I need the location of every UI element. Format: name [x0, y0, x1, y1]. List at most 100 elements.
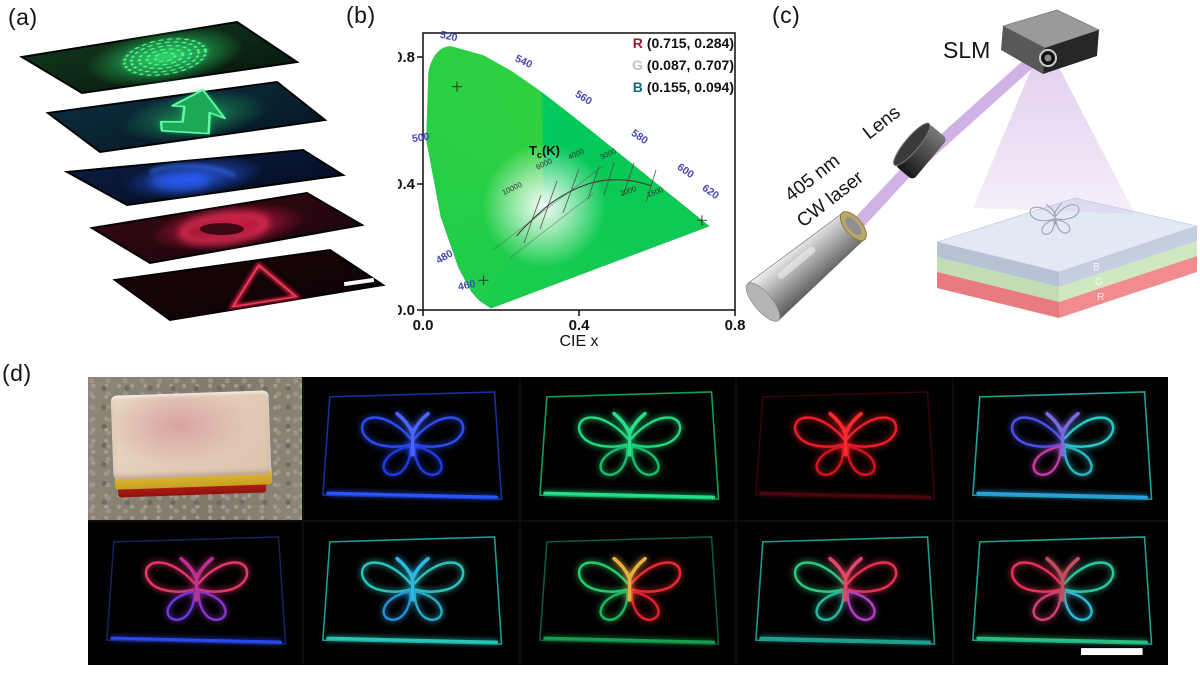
axis-ticks — [417, 56, 736, 316]
x-axis-title: CIE x — [559, 333, 598, 348]
right-forewing — [630, 416, 682, 448]
butterfly-red — [737, 377, 952, 520]
slide-green-arrow — [45, 80, 328, 154]
left-forewing — [1010, 561, 1062, 593]
tc-label: Tc(K) — [529, 143, 560, 160]
butterfly-outline — [577, 411, 682, 476]
chart-legend: R (0.715, 0.284) G (0.087, 0.707) B (0.155,… — [632, 35, 734, 95]
antennae — [828, 556, 864, 581]
granite-background — [88, 377, 303, 520]
layer-label-r: R — [1097, 292, 1104, 303]
butterfly-blue-cyan — [953, 377, 1168, 520]
left-forewing — [144, 561, 196, 593]
butterfly-outline — [794, 556, 898, 621]
tc-3000: 3000 — [599, 146, 618, 161]
right-forewing — [630, 561, 682, 593]
lens-device — [893, 122, 946, 179]
left-forewing — [577, 416, 629, 448]
slab-outline — [322, 391, 503, 500]
wl-560: 560 — [573, 88, 594, 108]
right-hindwing — [197, 590, 227, 621]
left-forewing — [1010, 416, 1062, 448]
left-hindwing — [1032, 445, 1062, 476]
left-forewing — [361, 561, 413, 593]
fingerprint-rings — [122, 37, 208, 77]
antennae — [1044, 556, 1080, 581]
cw-laser-device — [745, 211, 867, 322]
slab-bottom-edge — [326, 491, 499, 499]
cie-chart-overlay: 0.0 0.4 0.8 0.0 0.4 0.8 CIE x CIE y 520 … — [398, 29, 746, 348]
projection-cone — [973, 55, 1135, 214]
left-forewing — [577, 561, 629, 593]
butterfly-outline — [1010, 411, 1114, 476]
right-hindwing — [630, 445, 660, 476]
butterfly-photo — [322, 391, 503, 500]
arrow-glyph — [159, 89, 226, 135]
right-forewing — [413, 561, 465, 593]
x-tick-0: 0.0 — [413, 317, 434, 334]
butterfly-photo — [538, 391, 720, 500]
antennae — [828, 411, 864, 436]
optical-setup-diagram: B G R 405 nm — [745, 9, 1199, 322]
laser-beam — [849, 49, 1135, 233]
slab-bottom-edge — [326, 636, 499, 644]
panel-a-label: (a) — [8, 4, 38, 30]
left-hindwing — [599, 590, 629, 621]
photo-grid — [88, 377, 1168, 665]
butterfly-photo — [538, 536, 720, 645]
tc-2000: 2000 — [619, 184, 638, 198]
fingerprint-glow — [85, 27, 245, 87]
tc-4000: 4000 — [567, 146, 586, 161]
layer-label-g: G — [1095, 277, 1103, 288]
slab-outline — [322, 536, 503, 645]
slide-red-pattern — [89, 191, 365, 265]
right-hindwing — [846, 590, 876, 621]
left-hindwing — [599, 445, 629, 476]
slm-label: SLM — [943, 37, 990, 63]
wl-540: 540 — [513, 53, 534, 71]
slab-outline — [755, 391, 936, 500]
right-forewing — [846, 561, 898, 593]
slab-outline — [538, 536, 720, 645]
wl-600: 600 — [675, 161, 696, 181]
slab-bottom-edge — [975, 491, 1148, 499]
panel-c-label: (c) — [772, 2, 801, 28]
right-hindwing — [846, 445, 876, 476]
left-hindwing — [1032, 590, 1062, 621]
butterfly-cyan — [304, 522, 519, 665]
wl-500: 500 — [411, 131, 430, 145]
wl-460: 460 — [457, 278, 477, 293]
right-hindwing — [413, 590, 444, 621]
wl-520: 520 — [439, 29, 459, 44]
antennae — [395, 556, 431, 581]
butterfly-photo — [755, 536, 936, 645]
left-hindwing — [166, 590, 196, 621]
right-forewing — [197, 561, 249, 593]
slab-outline — [538, 391, 720, 500]
slab-bottom-edge — [759, 636, 932, 644]
butterfly-magenta-violet — [88, 522, 303, 665]
butterfly-photo — [755, 391, 936, 500]
slm-device — [1001, 9, 1100, 74]
right-hindwing — [1063, 590, 1093, 621]
slab-bottom-edge — [759, 491, 932, 499]
wl-480: 480 — [434, 247, 455, 266]
butterfly-outline — [1010, 556, 1114, 621]
x-tick-2: 0.8 — [725, 317, 746, 334]
tc-10000: 10000 — [501, 180, 524, 197]
antennae — [612, 411, 647, 436]
panel-d-label: (d) — [2, 360, 32, 386]
scale-bar — [1080, 648, 1143, 656]
layer-label-b: B — [1093, 262, 1100, 273]
antennae — [1044, 411, 1080, 436]
butterfly-outline — [577, 556, 682, 621]
left-forewing — [794, 561, 845, 593]
planckian-locus: 10000 6000 4000 3000 2000 1500 Tc(K) — [492, 143, 664, 259]
left-forewing — [794, 416, 845, 448]
right-hindwing — [630, 590, 660, 621]
butterfly-photo — [322, 536, 503, 645]
antennae — [179, 556, 214, 581]
slab-bottom-edge — [543, 491, 715, 499]
butterfly-red-cyan — [953, 522, 1168, 665]
